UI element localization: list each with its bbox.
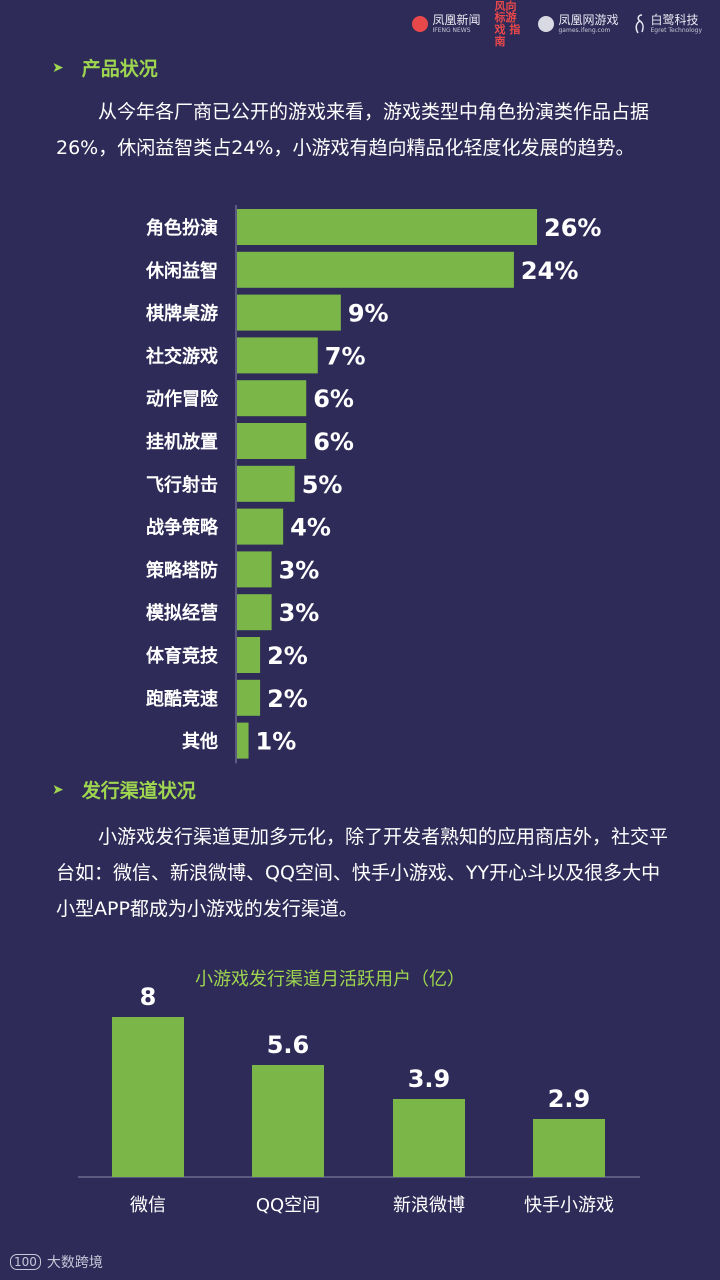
egret-bird-icon [635, 14, 644, 34]
category-label: 跑酷竞速 [146, 688, 218, 710]
chart-title: 小游戏发行渠道月活跃用户（亿） [195, 969, 465, 990]
category-label: 体育竞技 [146, 645, 219, 667]
category-label: 动作冒险 [146, 388, 219, 410]
ifeng-news-sub: IFENG NEWS [432, 27, 471, 34]
category-label: 飞行射击 [146, 474, 218, 496]
ifeng-news-name: 凤凰新闻 [432, 13, 481, 27]
products-paragraph: 从今年各厂商已公开的游戏来看，游戏类型中角色扮演类作品占据26%，休闲益智类占2… [56, 94, 676, 166]
section-title-channels-label: 发行渠道状况 [81, 780, 196, 802]
bar [112, 1017, 184, 1177]
category-label: 社交游戏 [146, 345, 218, 367]
bar [237, 594, 272, 631]
ifeng-news-icon [412, 16, 429, 32]
section-title-products: ➤ 产品状况 [52, 54, 158, 81]
category-label: 挂机放置 [146, 431, 218, 453]
value-label: 26% [544, 214, 601, 242]
bar [393, 1099, 465, 1177]
bar [237, 679, 261, 716]
bar [237, 337, 318, 374]
category-label: 角色扮演 [146, 217, 218, 239]
value-label: 2% [267, 642, 308, 670]
bar [237, 380, 307, 417]
value-label: 2% [267, 685, 308, 713]
category-label: 快手小游戏 [524, 1195, 614, 1216]
category-label: 模拟经营 [146, 602, 218, 624]
value-label: 3% [279, 556, 320, 584]
chevron-right-icon: ➤ [52, 781, 64, 798]
section-title-channels: ➤ 发行渠道状况 [52, 776, 196, 803]
value-label: 5.6 [267, 1031, 310, 1059]
egret-sub: Egret Technology [650, 27, 703, 34]
bar [237, 209, 537, 245]
ifeng-games-logo: 凤凰网游戏 games.ifeng.com [538, 13, 619, 34]
channels-paragraph-text: 小游戏发行渠道更加多元化，除了开发者熟知的应用商店外，社交平台如：微信、新浪微博… [56, 826, 669, 920]
value-label: 5% [302, 471, 343, 499]
value-label: 3% [279, 599, 320, 627]
category-label: 战争策略 [146, 517, 219, 539]
channel-mau-bar-chart: 小游戏发行渠道月活跃用户（亿） 8 微信 5.6 QQ空间 3.9 新浪微博 2.9 快手小游戏 [78, 969, 640, 1216]
game-type-bar-chart: 角色扮演 26% 休闲益智 24% 棋牌桌游 9% 社交游戏 7% 动作冒险 6% 挂机放置 6% 飞行… [145, 205, 601, 764]
egret-name: 白鹭科技 [650, 13, 699, 27]
watermark-icon: 100 [10, 1254, 41, 1270]
value-label: 24% [521, 257, 578, 285]
category-label: 微信 [130, 1195, 166, 1216]
fengxiangbiao-logo: 风向标游戏 指南 [494, 1, 524, 47]
value-label: 9% [348, 300, 389, 328]
fengxiangbiao-name: 风向标游戏 指南 [494, 0, 521, 48]
egret-logo: 白鹭科技 Egret Technology [633, 13, 703, 35]
ifeng-games-name: 凤凰网游戏 [558, 13, 619, 27]
bar [237, 294, 341, 331]
partner-logos: 凤凰新闻 IFENG NEWS 风向标游戏 指南 凤凰网游戏 games.ife… [412, 1, 703, 47]
section-title-products-label: 产品状况 [81, 58, 158, 80]
category-label: QQ空间 [256, 1195, 320, 1216]
value-label: 1% [256, 728, 297, 756]
bar [533, 1119, 605, 1177]
ifeng-games-icon [538, 16, 555, 32]
value-label: 6% [313, 428, 354, 456]
bar [237, 637, 261, 673]
value-label: 6% [313, 385, 354, 413]
channels-paragraph: 小游戏发行渠道更加多元化，除了开发者熟知的应用商店外，社交平台如：微信、新浪微博… [56, 819, 676, 927]
bar [237, 722, 249, 759]
category-label: 其他 [182, 731, 218, 753]
value-label: 7% [325, 342, 366, 370]
bar [237, 551, 272, 588]
products-paragraph-text: 从今年各厂商已公开的游戏来看，游戏类型中角色扮演类作品占据26%，休闲益智类占2… [56, 101, 650, 159]
value-label: 2.9 [548, 1085, 591, 1113]
bar [237, 251, 514, 288]
bar [252, 1065, 324, 1177]
ifeng-games-sub: games.ifeng.com [558, 27, 611, 34]
watermark-text: 大数跨境 [46, 1255, 103, 1271]
category-label: 休闲益智 [145, 260, 218, 282]
category-label: 新浪微博 [393, 1195, 465, 1216]
category-label: 策略塔防 [146, 559, 218, 581]
value-label: 3.9 [408, 1065, 451, 1093]
chevron-right-icon: ➤ [52, 59, 64, 76]
bar [237, 465, 295, 502]
category-label: 棋牌桌游 [146, 303, 218, 325]
bar [237, 508, 284, 545]
bar [237, 423, 307, 459]
watermark: 100 大数跨境 [10, 1252, 103, 1272]
value-label: 8 [140, 983, 157, 1011]
ifeng-news-logo: 凤凰新闻 IFENG NEWS [412, 14, 480, 34]
value-label: 4% [290, 514, 331, 542]
